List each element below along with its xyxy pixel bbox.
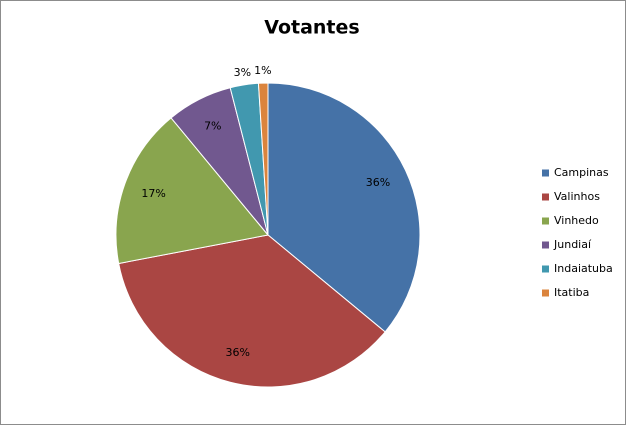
chart-title: Votantes: [264, 17, 359, 39]
data-label: 17%: [141, 187, 165, 200]
pie-slice: [267, 82, 421, 333]
pie-slice: [257, 82, 269, 236]
pie-slice: [118, 234, 386, 388]
legend-label: Itatiba: [554, 286, 589, 299]
legend-label: Valinhos: [554, 190, 600, 203]
legend-swatch: [542, 169, 549, 177]
data-label: 36%: [366, 176, 390, 189]
legend-label: Campinas: [554, 166, 609, 179]
legend-swatch: [542, 289, 549, 297]
legend-swatch: [542, 265, 549, 273]
data-label: 36%: [226, 346, 250, 359]
legend-swatch: [542, 193, 549, 201]
data-label: 1%: [254, 64, 271, 77]
data-label: 3%: [234, 66, 251, 79]
data-label: 7%: [204, 120, 221, 133]
legend-label: Jundiaí: [553, 238, 592, 251]
legend-label: Vinhedo: [554, 214, 599, 227]
legend-swatch: [542, 217, 549, 225]
pie-slice: [115, 117, 269, 265]
legend-swatch: [542, 241, 549, 249]
legend-label: Indaiatuba: [554, 262, 613, 275]
